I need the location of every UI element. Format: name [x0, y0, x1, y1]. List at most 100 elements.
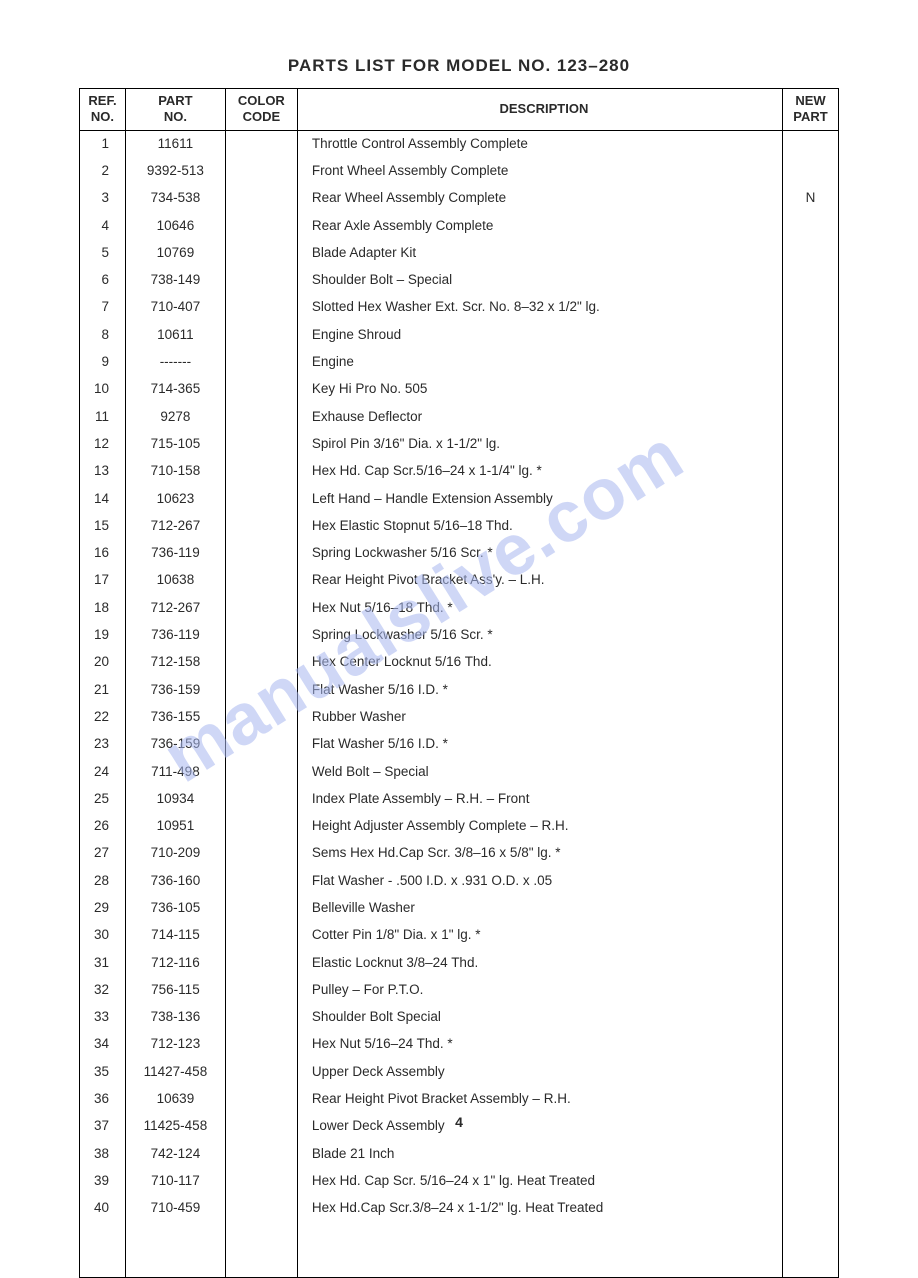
- table-row: 34712-123Hex Nut 5/16–24 Thd. *: [80, 1031, 839, 1058]
- cell-desc: Spirol Pin 3/16" Dia. x 1-1/2" lg.: [297, 431, 782, 458]
- cell-ref: 19: [80, 622, 126, 649]
- cell-new: [783, 649, 839, 676]
- cell-color: [225, 1086, 297, 1113]
- cell-color: [225, 895, 297, 922]
- cell-desc: Left Hand – Handle Extension Assembly: [297, 485, 782, 512]
- cell-desc: Hex Nut 5/16–24 Thd. *: [297, 1031, 782, 1058]
- cell-part: 712-158: [125, 649, 225, 676]
- table-row: 111611Throttle Control Assembly Complete: [80, 130, 839, 158]
- page-number: 4: [0, 1114, 918, 1130]
- cell-color: [225, 731, 297, 758]
- cell-ref: 20: [80, 649, 126, 676]
- cell-color: [225, 130, 297, 158]
- cell-ref: 7: [80, 294, 126, 321]
- cell-new: [783, 977, 839, 1004]
- cell-desc: Hex Hd. Cap Scr. 5/16–24 x 1" lg. Heat T…: [297, 1168, 782, 1195]
- table-row: 32756-115 Pulley – For P.T.O.: [80, 977, 839, 1004]
- table-row: 33738-136Shoulder Bolt Special: [80, 1004, 839, 1031]
- table-row: 22736-155 Rubber Washer: [80, 704, 839, 731]
- cell-desc: Flat Washer - .500 I.D. x .931 O.D. x .0…: [297, 868, 782, 895]
- cell-new: [783, 1059, 839, 1086]
- cell-color: [225, 403, 297, 430]
- cell-color: [225, 1004, 297, 1031]
- cell-color: [225, 1059, 297, 1086]
- cell-new: [783, 212, 839, 239]
- cell-color: [225, 758, 297, 785]
- cell-part: 756-115: [125, 977, 225, 1004]
- cell-part: 736-105: [125, 895, 225, 922]
- cell-ref: 10: [80, 376, 126, 403]
- cell-new: [783, 294, 839, 321]
- cell-part: 712-123: [125, 1031, 225, 1058]
- cell-new: [783, 130, 839, 158]
- cell-ref: 25: [80, 786, 126, 813]
- cell-ref: 33: [80, 1004, 126, 1031]
- table-row: 510769Blade Adapter Kit: [80, 240, 839, 267]
- parts-list-table: REF.NO. PARTNO. COLORCODE DESCRIPTION NE…: [79, 88, 839, 1278]
- table-row: 30714-115Cotter Pin 1/8" Dia. x 1" lg. *: [80, 922, 839, 949]
- cell-color: [225, 185, 297, 212]
- cell-desc: Rear Height Pivot Bracket Assembly – R.H…: [297, 1086, 782, 1113]
- cell-desc: Pulley – For P.T.O.: [297, 977, 782, 1004]
- cell-part: 738-136: [125, 1004, 225, 1031]
- cell-ref: 23: [80, 731, 126, 758]
- cell-desc: Rear Axle Assembly Complete: [297, 212, 782, 239]
- cell-color: [225, 567, 297, 594]
- cell-ref: 9: [80, 349, 126, 376]
- cell-ref: 28: [80, 868, 126, 895]
- cell-part: 712-267: [125, 595, 225, 622]
- cell-ref: 22: [80, 704, 126, 731]
- cell-color: [225, 212, 297, 239]
- cell-color: [225, 676, 297, 703]
- cell-ref: 8: [80, 322, 126, 349]
- cell-new: [783, 595, 839, 622]
- table-row: 10714-365Key Hi Pro No. 505: [80, 376, 839, 403]
- cell-color: [225, 840, 297, 867]
- table-row: 6738-149Shoulder Bolt – Special: [80, 267, 839, 294]
- cell-ref: 3: [80, 185, 126, 212]
- table-header: REF.NO. PARTNO. COLORCODE DESCRIPTION NE…: [80, 89, 839, 131]
- col-header-ref: REF.NO.: [80, 89, 126, 131]
- cell-new: [783, 267, 839, 294]
- cell-desc: Front Wheel Assembly Complete: [297, 158, 782, 185]
- cell-part: 736-160: [125, 868, 225, 895]
- cell-part: 742-124: [125, 1140, 225, 1167]
- cell-desc: Belleville Washer: [297, 895, 782, 922]
- cell-part: 736-155: [125, 704, 225, 731]
- cell-ref: 40: [80, 1195, 126, 1278]
- cell-part: 711-498: [125, 758, 225, 785]
- cell-ref: 39: [80, 1168, 126, 1195]
- table-row: 15712-267Hex Elastic Stopnut 5/16–18 Thd…: [80, 513, 839, 540]
- cell-desc: Rubber Washer: [297, 704, 782, 731]
- cell-new: [783, 349, 839, 376]
- col-header-part: PARTNO.: [125, 89, 225, 131]
- cell-ref: 6: [80, 267, 126, 294]
- cell-ref: 32: [80, 977, 126, 1004]
- cell-desc: Hex Hd.Cap Scr.3/8–24 x 1-1/2" lg. Heat …: [297, 1195, 782, 1278]
- cell-new: [783, 922, 839, 949]
- cell-ref: 21: [80, 676, 126, 703]
- table-row: 2510934Index Plate Assembly – R.H. – Fro…: [80, 786, 839, 813]
- cell-new: [783, 1140, 839, 1167]
- cell-part: 10646: [125, 212, 225, 239]
- cell-desc: Upper Deck Assembly: [297, 1059, 782, 1086]
- cell-new: [783, 1195, 839, 1278]
- cell-part: 710-158: [125, 458, 225, 485]
- cell-desc: Spring Lockwasher 5/16 Scr. *: [297, 622, 782, 649]
- cell-new: N: [783, 185, 839, 212]
- cell-desc: Spring Lockwasher 5/16 Scr. *: [297, 540, 782, 567]
- cell-new: [783, 622, 839, 649]
- cell-part: 734-538: [125, 185, 225, 212]
- cell-new: [783, 567, 839, 594]
- cell-desc: Hex Center Locknut 5/16 Thd.: [297, 649, 782, 676]
- cell-new: [783, 1004, 839, 1031]
- cell-part: 10934: [125, 786, 225, 813]
- table-row: 3511427-458Upper Deck Assembly: [80, 1059, 839, 1086]
- page-title: PARTS LIST FOR MODEL NO. 123–280: [70, 56, 848, 76]
- cell-desc: Cotter Pin 1/8" Dia. x 1" lg. *: [297, 922, 782, 949]
- cell-new: [783, 868, 839, 895]
- cell-part: 10769: [125, 240, 225, 267]
- cell-desc: Flat Washer 5/16 I.D. *: [297, 731, 782, 758]
- table-row: 39710-117Hex Hd. Cap Scr. 5/16–24 x 1" l…: [80, 1168, 839, 1195]
- cell-part: 710-407: [125, 294, 225, 321]
